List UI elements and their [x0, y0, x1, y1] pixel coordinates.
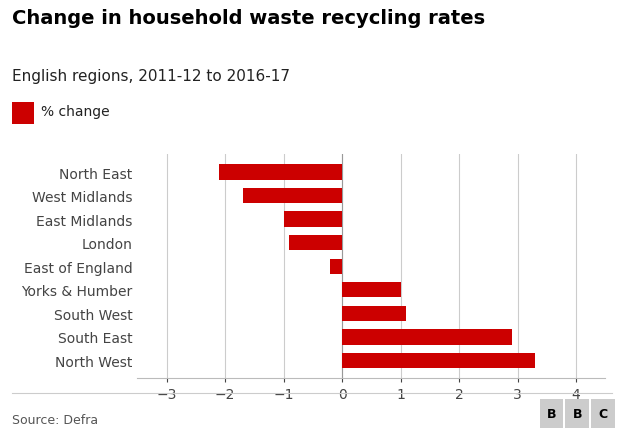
Bar: [283, 212, 342, 227]
Text: % change: % change: [41, 105, 109, 119]
Bar: [243, 188, 342, 204]
Text: Change in household waste recycling rates: Change in household waste recycling rate…: [12, 9, 485, 28]
Bar: [290, 236, 342, 251]
Text: B: B: [547, 407, 557, 420]
Bar: [342, 329, 512, 345]
Bar: [219, 165, 342, 180]
Bar: [342, 283, 401, 298]
Bar: [342, 306, 406, 321]
Text: English regions, 2011-12 to 2016-17: English regions, 2011-12 to 2016-17: [12, 69, 291, 84]
Bar: [342, 353, 535, 368]
Text: Source: Defra: Source: Defra: [12, 413, 99, 426]
Text: B: B: [572, 407, 582, 420]
Text: C: C: [598, 407, 607, 420]
Bar: [330, 259, 342, 274]
